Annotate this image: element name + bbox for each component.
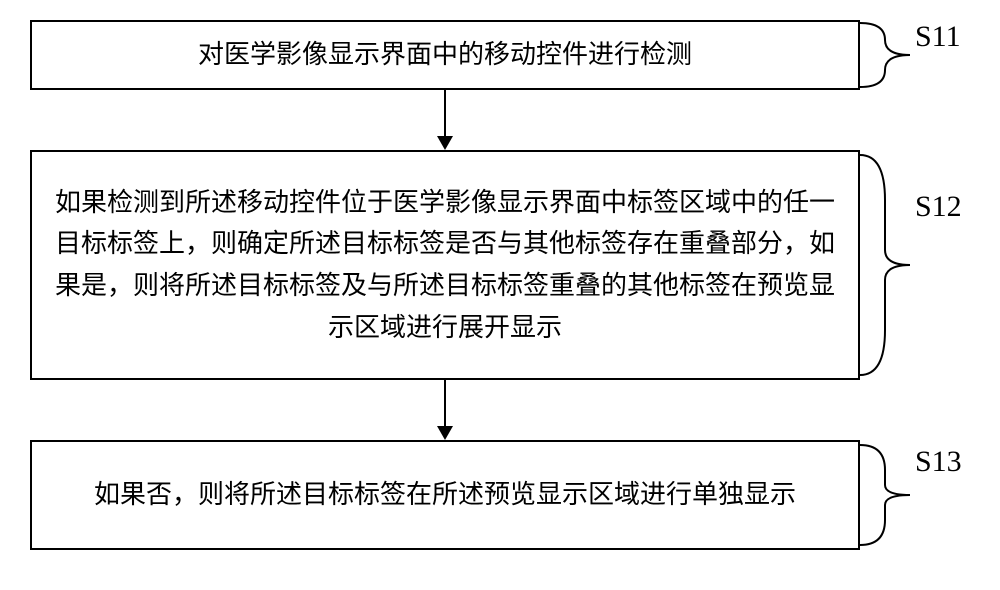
flow-step-text: 如果否，则将所述目标标签在所述预览显示区域进行单独显示	[94, 474, 796, 516]
bracket-s13	[860, 440, 910, 550]
flow-step-label-s11: S11	[915, 20, 961, 54]
arrow-s11-s12	[444, 90, 446, 136]
flow-step-label-s13: S13	[915, 445, 962, 479]
arrow-head-icon	[437, 136, 453, 150]
arrow-s12-s13	[444, 380, 446, 426]
flow-step-s13: 如果否，则将所述目标标签在所述预览显示区域进行单独显示	[30, 440, 860, 550]
bracket-s11	[860, 20, 910, 90]
flow-step-s12: 如果检测到所述移动控件位于医学影像显示界面中标签区域中的任一目标标签上，则确定所…	[30, 150, 860, 380]
arrow-head-icon	[437, 426, 453, 440]
flowchart-canvas: 对医学影像显示界面中的移动控件进行检测 S11 如果检测到所述移动控件位于医学影…	[0, 0, 1000, 590]
flow-step-label-s12: S12	[915, 190, 962, 224]
flow-step-text: 对医学影像显示界面中的移动控件进行检测	[198, 34, 692, 76]
flow-step-s11: 对医学影像显示界面中的移动控件进行检测	[30, 20, 860, 90]
flow-step-text: 如果检测到所述移动控件位于医学影像显示界面中标签区域中的任一目标标签上，则确定所…	[52, 182, 838, 348]
bracket-s12	[860, 150, 910, 380]
